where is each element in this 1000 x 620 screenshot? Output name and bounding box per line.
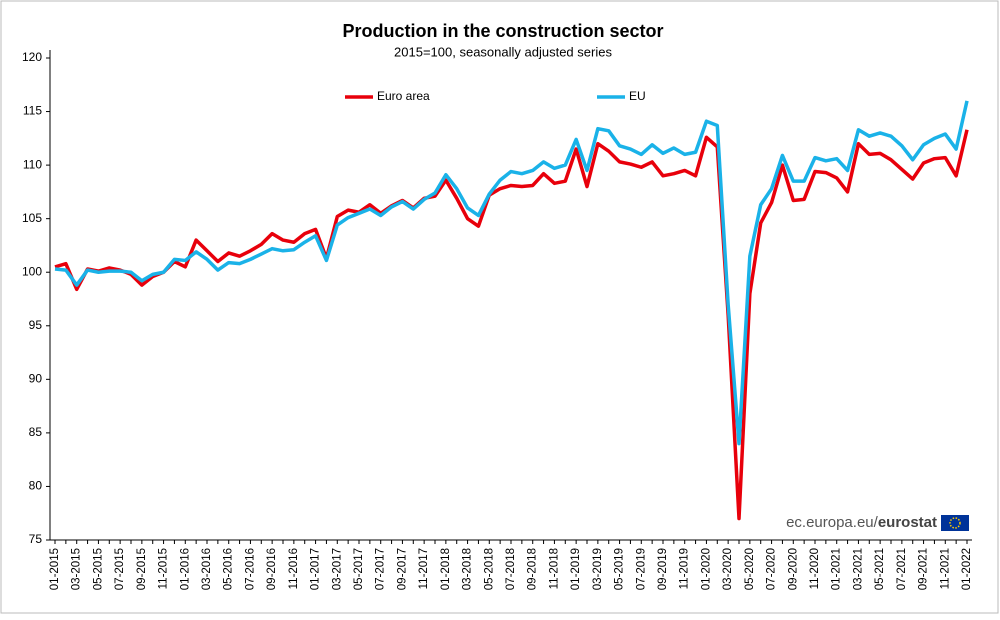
x-tick-label: 05-2018	[483, 548, 495, 590]
x-tick-label: 11-2018	[548, 548, 560, 589]
x-tick-label: 11-2017	[418, 548, 430, 589]
x-tick-label: 01-2017	[310, 548, 322, 590]
series-line	[54, 100, 969, 446]
x-tick-label: 03-2016	[201, 548, 213, 590]
x-tick-label: 07-2017	[375, 548, 387, 590]
x-tick-label: 05-2020	[744, 548, 756, 590]
x-tick-label: 05-2017	[353, 548, 365, 590]
x-tick-label: 07-2021	[896, 548, 908, 590]
x-tick-label: 03-2021	[852, 548, 864, 590]
x-tick-label: 01-2020	[700, 548, 712, 590]
y-tick-label: 90	[29, 372, 43, 386]
legend-label: EU	[629, 89, 646, 103]
x-tick-label: 11-2021	[939, 548, 951, 589]
y-tick-label: 110	[23, 157, 42, 171]
x-tick-label: 11-2020	[809, 548, 821, 589]
x-tick-label: 09-2018	[527, 548, 539, 590]
series-line	[54, 129, 969, 521]
eu-stars	[949, 517, 961, 529]
x-tick-label: 03-2020	[722, 548, 734, 590]
x-tick-label: 07-2019	[635, 548, 647, 590]
y-tick-label: 105	[22, 211, 42, 225]
y-tick-label: 100	[22, 264, 42, 278]
y-tick-label: 85	[29, 425, 43, 439]
x-tick-label: 11-2019	[679, 548, 691, 589]
y-tick-label: 120	[22, 50, 42, 64]
eu-flag	[941, 515, 969, 531]
x-tick-label: 01-2022	[961, 548, 973, 590]
y-tick-label: 95	[29, 318, 43, 332]
x-tick-label: 05-2015	[92, 548, 104, 590]
chart-subtitle: 2015=100, seasonally adjusted series	[394, 44, 612, 59]
x-tick-label: 03-2019	[592, 548, 604, 590]
x-tick-label: 05-2021	[874, 548, 886, 590]
source-brand: eurostat	[878, 514, 937, 531]
y-tick-label: 115	[23, 104, 42, 118]
x-tick-label: 09-2019	[657, 548, 669, 590]
x-tick-label: 07-2020	[766, 548, 778, 590]
x-tick-label: 03-2018	[462, 548, 474, 590]
x-tick-label: 09-2020	[787, 548, 799, 590]
x-tick-label: 07-2016	[244, 548, 256, 590]
source-prefix: ec.europa.eu/	[786, 514, 879, 531]
x-tick-label: 01-2016	[179, 548, 191, 590]
y-tick-label: 75	[29, 532, 43, 546]
x-tick-label: 09-2015	[136, 548, 148, 590]
x-tick-label: 03-2015	[71, 548, 83, 590]
x-tick-label: 01-2021	[831, 548, 843, 590]
x-tick-label: 07-2018	[505, 548, 517, 590]
x-tick-label: 01-2019	[570, 548, 582, 590]
x-tick-label: 09-2016	[266, 548, 278, 590]
x-tick-label: 01-2015	[49, 548, 61, 590]
chart-title: Production in the construction sector	[342, 21, 663, 41]
x-tick-label: 11-2015	[158, 548, 170, 589]
legend-label: Euro area	[377, 89, 430, 103]
x-tick-label: 09-2021	[918, 548, 930, 590]
x-tick-label: 03-2017	[331, 548, 343, 590]
x-tick-label: 01-2018	[440, 548, 452, 590]
x-tick-label: 09-2017	[396, 548, 408, 590]
x-tick-label: 05-2016	[223, 548, 235, 590]
x-tick-label: 07-2015	[114, 548, 126, 590]
y-tick-label: 80	[29, 479, 43, 493]
x-tick-label: 11-2016	[288, 548, 300, 589]
x-tick-label: 05-2019	[614, 548, 626, 590]
source: ec.europa.eu/eurostat	[786, 514, 937, 531]
